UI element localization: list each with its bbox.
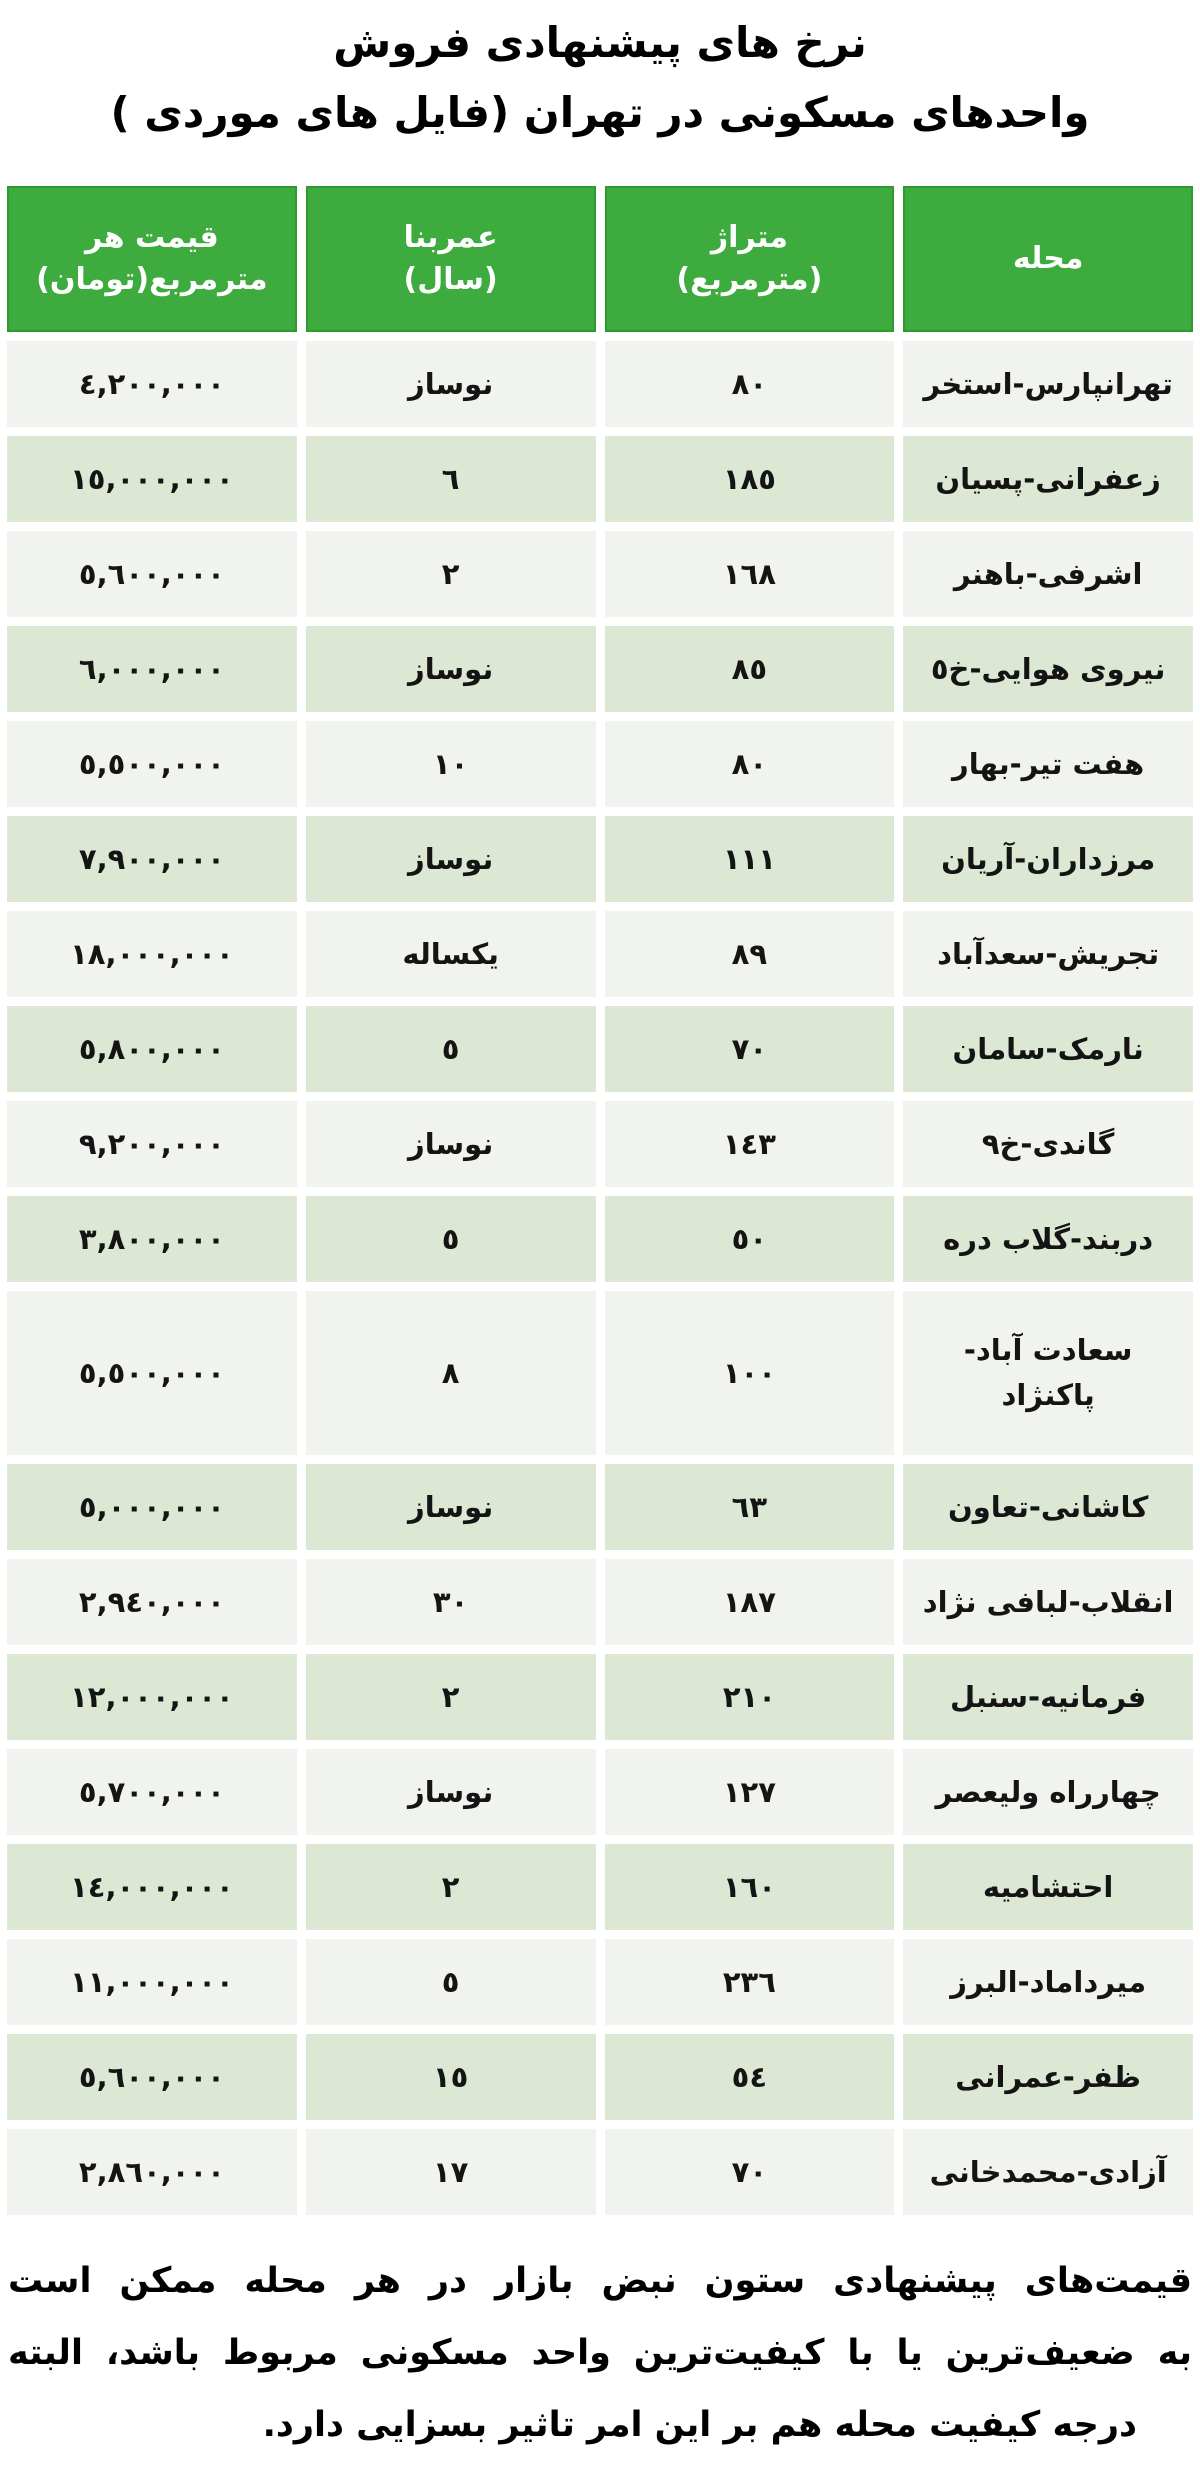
cell-neighborhood: نیروی هوایی-خ٥ [903,626,1193,712]
cell-neighborhood: ظفر-عمرانی [903,2034,1193,2120]
column-header-line: عمربنا [403,220,498,255]
cell-age: ٣٠ [305,1559,596,1645]
cell-neighborhood: زعفرانی-پسیان [903,436,1193,522]
cell-price: ٥,٥٠٠,٠٠٠ [7,1291,297,1455]
cell-area: ٨٠ [604,341,895,427]
cell-area: ١٦٠ [604,1844,895,1930]
cell-age: ٥ [305,1006,596,1092]
cell-area: ١٤٣ [604,1101,895,1187]
cell-area: ٨٠ [604,721,895,807]
cell-neighborhood: احتشامیه [903,1844,1193,1930]
cell-price: ٢,٩٤٠,٠٠٠ [7,1559,297,1645]
cell-price: ١٢,٠٠٠,٠٠٠ [7,1654,297,1740]
cell-age: ٢ [305,1654,596,1740]
cell-neighborhood: آزادی-محمدخانی [903,2129,1193,2215]
cell-age: نوساز [305,341,596,427]
cell-price: ٥,٦٠٠,٠٠٠ [7,531,297,617]
cell-age: ١٥ [305,2034,596,2120]
cell-neighborhood: مرزداران-آریان [903,816,1193,902]
cell-area: ١٠٠ [604,1291,895,1455]
cell-age: نوساز [305,626,596,712]
column-header-area: متراژ (مترمربع) [604,186,895,332]
cell-neighborhood: اشرفی-باهنر [903,531,1193,617]
cell-neighborhood: کاشانی-تعاون [903,1464,1193,1550]
cell-area: ١١١ [604,816,895,902]
cell-age: ٨ [305,1291,596,1455]
cell-area: ١٦٨ [604,531,895,617]
cell-price: ٣,٨٠٠,٠٠٠ [7,1196,297,1282]
cell-neighborhood: سعادت آباد- پاکنژاد [903,1291,1193,1455]
cell-price: ٥,٧٠٠,٠٠٠ [7,1749,297,1835]
housing-price-table: محله متراژ (مترمربع) عمربنا (سال) قیمت هر مترم… [7,186,1193,2215]
cell-price: ٥,٥٠٠,٠٠٠ [7,721,297,807]
cell-age: نوساز [305,1749,596,1835]
footnote-line: قیمت‌های پیشنهادی ستون نبض بازار در هر م… [8,2261,1192,2301]
cell-price: ٢,٨٦٠,٠٠٠ [7,2129,297,2215]
cell-area: ٨٥ [604,626,895,712]
column-header-line: متراژ [710,220,788,255]
cell-price: ١١,٠٠٠,٠٠٠ [7,1939,297,2025]
cell-neighborhood: میرداماد-البرز [903,1939,1193,2025]
cell-price: ٥,٠٠٠,٠٠٠ [7,1464,297,1550]
footnote-line: درجه کیفیت محله هم بر این امر تاثیر بسزا… [262,2405,1137,2445]
cell-neighborhood: تهرانپارس-استخر [903,341,1193,427]
column-header-line: (سال) [403,262,498,297]
cell-area: ٥٤ [604,2034,895,2120]
cell-price: ٩,٢٠٠,٠٠٠ [7,1101,297,1187]
cell-age: ٥ [305,1196,596,1282]
cell-price: ٧,٩٠٠,٠٠٠ [7,816,297,902]
column-header-line: محله [1012,241,1084,276]
cell-area: ٧٠ [604,2129,895,2215]
footnote-line: به ضعیف‌ترین یا با کیفیت‌ترین واحد مسکون… [8,2333,1192,2373]
title-line-2: واحدهای مسکونی در تهران (فایل های موردی … [110,88,1090,137]
column-header-line: مترمربع(تومان) [36,262,268,297]
cell-age: یکساله [305,911,596,997]
cell-age: نوساز [305,1464,596,1550]
cell-neighborhood: گاندی-خ٩ [903,1101,1193,1187]
cell-neighborhood: هفت تیر-بهار [903,721,1193,807]
cell-neighborhood: فرمانیه-سنبل [903,1654,1193,1740]
cell-neighborhood: چهارراه ولیعصر [903,1749,1193,1835]
cell-age: ٢ [305,531,596,617]
column-header-age: عمربنا (سال) [305,186,596,332]
cell-age: نوساز [305,816,596,902]
column-header-neighborhood: محله [903,186,1193,332]
cell-price: ٤,٢٠٠,٠٠٠ [7,341,297,427]
cell-neighborhood: دربند-گلاب دره [903,1196,1193,1282]
cell-area: ٢١٠ [604,1654,895,1740]
cell-age: ٢ [305,1844,596,1930]
cell-price: ١٥,٠٠٠,٠٠٠ [7,436,297,522]
cell-price: ١٨,٠٠٠,٠٠٠ [7,911,297,997]
cell-age: ٥ [305,1939,596,2025]
cell-neighborhood: نارمک-سامان [903,1006,1193,1092]
title-line-1: نرخ های پیشنهادی فروش [333,18,867,67]
cell-area: ١٨٥ [604,436,895,522]
page-title: نرخ های پیشنهادی فروش واحدهای مسکونی در … [0,0,1200,148]
cell-price: ٥,٨٠٠,٠٠٠ [7,1006,297,1092]
column-header-price: قیمت هر مترمربع(تومان) [7,186,297,332]
cell-area: ٢٣٦ [604,1939,895,2025]
cell-price: ٦,٠٠٠,٠٠٠ [7,626,297,712]
cell-age: ١٧ [305,2129,596,2215]
column-header-line: قیمت هر [85,220,219,255]
cell-area: ٨٩ [604,911,895,997]
cell-area: ١٢٧ [604,1749,895,1835]
cell-neighborhood: تجریش-سعدآباد [903,911,1193,997]
cell-age: نوساز [305,1101,596,1187]
cell-area: ١٨٧ [604,1559,895,1645]
cell-age: ٦ [305,436,596,522]
cell-age: ١٠ [305,721,596,807]
cell-neighborhood: انقلاب-لبافی نژاد [903,1559,1193,1645]
cell-area: ٧٠ [604,1006,895,1092]
column-header-line: (مترمربع) [676,262,823,297]
cell-area: ٦٣ [604,1464,895,1550]
cell-area: ٥٠ [604,1196,895,1282]
footnote: قیمت‌های پیشنهادی ستون نبض بازار در هر م… [8,2245,1192,2461]
cell-price: ٥,٦٠٠,٠٠٠ [7,2034,297,2120]
cell-price: ١٤,٠٠٠,٠٠٠ [7,1844,297,1930]
